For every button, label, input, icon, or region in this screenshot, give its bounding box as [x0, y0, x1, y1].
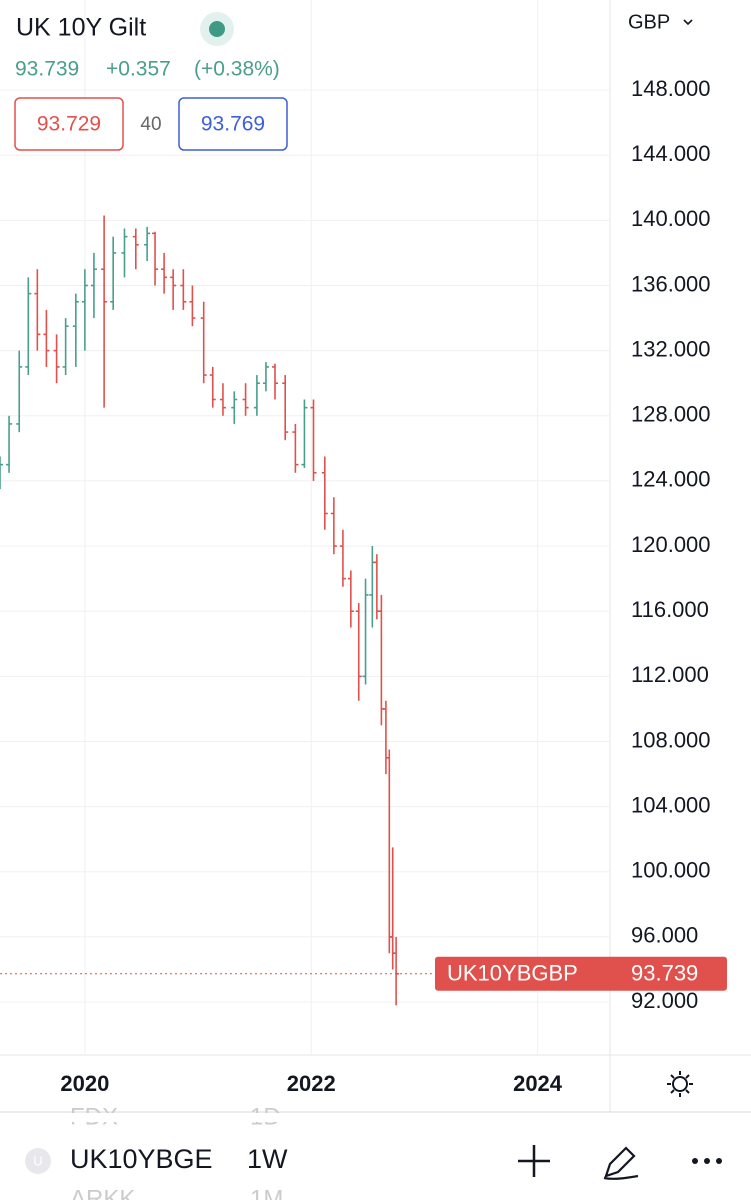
bid[interactable]: 93.729	[37, 113, 101, 136]
spread: 40	[140, 114, 161, 135]
interval[interactable]: 1W	[247, 1144, 288, 1174]
ohlc-bar	[200, 301, 207, 384]
ohlc-bar	[110, 236, 117, 310]
symbol-icon-letter: U	[33, 1153, 42, 1168]
ohlc-bar	[310, 399, 317, 481]
ohlc-bar	[369, 546, 376, 628]
ohlc-bar	[16, 350, 23, 433]
y-tick-label: 96.000	[631, 923, 698, 948]
ohlc-bar	[161, 252, 168, 294]
ohlc-bar	[101, 215, 108, 408]
x-tick-label: 2024	[513, 1071, 563, 1096]
ohlc-bar	[362, 578, 369, 685]
status-dot	[209, 21, 225, 37]
ohlc-bar	[219, 383, 226, 416]
ohlc-bar	[189, 285, 196, 327]
price-tag	[435, 956, 727, 991]
y-tick-label: 144.000	[631, 141, 711, 166]
ohlc-bar	[144, 226, 151, 262]
y-tick-label: 124.000	[631, 467, 711, 492]
ohlc-bar	[62, 318, 69, 376]
y-tick-label: 116.000	[631, 597, 709, 622]
ohlc-bar	[43, 309, 50, 367]
price-tag-value: 93.739	[631, 961, 698, 986]
y-tick-label: 132.000	[631, 336, 711, 361]
ohlc-bar	[81, 269, 88, 351]
add-button[interactable]	[518, 1145, 550, 1177]
ohlc-bar	[132, 228, 139, 270]
ohlc-bar	[72, 293, 79, 367]
ohlc-bar	[180, 269, 187, 310]
ohlc-bar	[90, 252, 97, 319]
ohlc-bar	[301, 399, 308, 468]
ohlc-bar	[389, 847, 396, 970]
buy-button[interactable]	[178, 97, 288, 151]
ohlc-bar	[262, 362, 269, 392]
ohlc-bar	[253, 375, 260, 416]
symbol[interactable]: UK10YBGE	[70, 1144, 213, 1174]
chart-title: UK 10Y Gilt	[16, 14, 146, 42]
ohlc-bar	[25, 277, 32, 376]
draw-button[interactable]	[603, 1146, 639, 1180]
ohlc-bar	[121, 228, 128, 278]
change-percent: (+0.38%)	[194, 58, 280, 81]
ohlc-bar	[272, 363, 279, 400]
watchlist-next-interval: 1M	[250, 1185, 283, 1200]
ohlc-bar	[209, 366, 216, 408]
ohlc-bar	[339, 529, 346, 587]
symbol-icon	[25, 1148, 51, 1174]
ohlc-bar	[292, 423, 299, 473]
change: +0.357	[106, 58, 171, 81]
ohlc-bar	[231, 391, 238, 424]
ohlc-bar	[386, 749, 393, 954]
ohlc-bar	[53, 334, 60, 384]
toolbar-mask	[0, 1113, 751, 1122]
ohlc-bar	[355, 603, 362, 701]
y-tick-label: 100.000	[631, 858, 711, 883]
ohlc-bar	[321, 456, 328, 530]
plot: 92.000 96.000 100.000 104.000 108.000 112.000…	[0, 0, 711, 1096]
ohlc-bar	[6, 415, 13, 473]
x-tick-label: 2022	[287, 1071, 336, 1096]
ohlc-bar	[373, 554, 380, 620]
ohlc-bar	[282, 375, 289, 441]
x-tick-label: 2020	[60, 1071, 109, 1096]
watchlist-next-symbol: ARKK	[70, 1185, 135, 1200]
y-tick-label: 108.000	[631, 727, 711, 752]
ask[interactable]: 93.769	[201, 113, 265, 136]
ohlc-bar	[34, 269, 41, 351]
ohlc-bar	[170, 269, 177, 310]
sell-button[interactable]	[14, 97, 124, 151]
ohlc-bar	[347, 570, 354, 628]
currency-caret	[683, 19, 693, 26]
y-tick-label: 128.000	[631, 402, 711, 427]
y-tick-label: 112.000	[631, 662, 709, 687]
settings-icon[interactable]	[667, 1071, 693, 1097]
price-tag-symbol: UK10YBGBP	[447, 961, 578, 986]
ohlc-bar	[0, 456, 3, 490]
more-button[interactable]	[692, 1158, 722, 1164]
ohlc-bar	[242, 383, 249, 416]
ohlc-bar	[378, 594, 385, 726]
y-tick-label: 136.000	[631, 271, 711, 296]
y-tick-label: 140.000	[631, 206, 711, 231]
ohlc-bar	[393, 936, 400, 1006]
y-tick-label: 120.000	[631, 532, 711, 557]
ohlc-bar	[330, 497, 337, 555]
last-price: 93.739	[15, 58, 79, 81]
currency[interactable]: GBP	[628, 11, 670, 33]
y-tick-label: 148.000	[631, 76, 711, 101]
y-tick-label: 92.000	[631, 988, 698, 1013]
ohlc-bar	[382, 700, 389, 775]
ohlc-bar	[152, 231, 159, 286]
y-tick-label: 104.000	[631, 792, 711, 817]
